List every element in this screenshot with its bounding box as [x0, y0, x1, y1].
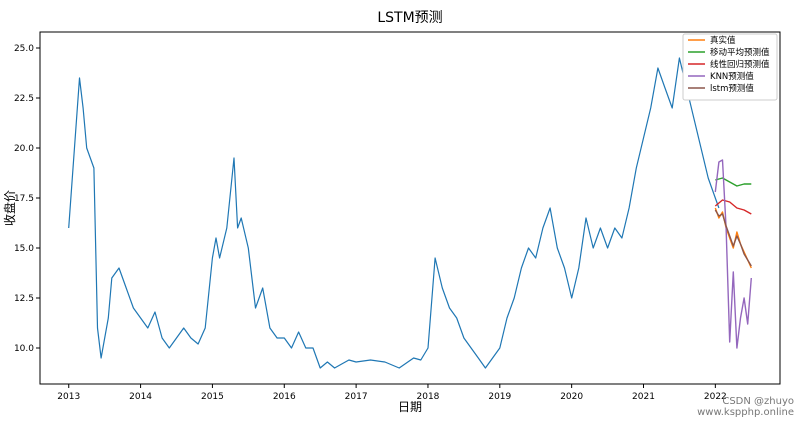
x-axis-label: 日期: [398, 400, 422, 414]
x-tick-label: 2019: [488, 392, 511, 402]
x-tick-label: 2017: [345, 392, 368, 402]
y-axis-ticks: 10.0 12.5 15.0 17.5 20.0 22.5 25.0: [14, 44, 40, 354]
x-tick-label: 2015: [201, 392, 224, 402]
y-tick-label: 10.0: [14, 344, 34, 354]
watermark: CSDN @zhuyo www.kspphp.online: [697, 396, 794, 418]
chart-title: LSTM预测: [377, 10, 442, 26]
y-axis-label: 收盘价: [2, 190, 17, 226]
plot-area: [39, 31, 781, 385]
legend-box: [682, 33, 778, 101]
y-tick-label: 12.5: [14, 294, 34, 304]
x-tick-label: 2021: [632, 392, 655, 402]
legend-label: 真实值: [710, 35, 736, 46]
watermark-line-2: www.kspphp.online: [697, 407, 794, 418]
legend-label: 线性回归预测值: [710, 59, 770, 70]
y-tick-label: 17.5: [14, 194, 34, 204]
x-tick-label: 2020: [560, 392, 583, 402]
series-line-4: [714, 159, 752, 349]
series-group: [68, 57, 752, 369]
x-tick-label: 2014: [129, 392, 152, 402]
series-line-3: [714, 199, 752, 215]
series-line-2: [715, 177, 752, 187]
legend-label: 移动平均预测值: [710, 47, 770, 58]
legend-label: lstm预测值: [710, 83, 754, 94]
y-tick-label: 20.0: [14, 144, 34, 154]
y-tick-label: 25.0: [14, 44, 34, 54]
x-tick-label: 2013: [57, 392, 80, 402]
legend-label: KNN预测值: [710, 71, 754, 82]
watermark-line-1: CSDN @zhuyo: [722, 396, 794, 407]
y-tick-label: 15.0: [14, 244, 34, 254]
x-axis-ticks: 2013 2014 2015 2016 2017 2018 2019 2020 2021 2022: [57, 384, 727, 402]
x-tick-label: 2018: [417, 392, 440, 402]
x-tick-label: 2022: [704, 392, 727, 402]
series-line-5: [714, 209, 752, 267]
x-tick-label: 2016: [273, 392, 296, 402]
series-line-0: [68, 57, 720, 369]
y-tick-label: 22.5: [14, 94, 34, 104]
